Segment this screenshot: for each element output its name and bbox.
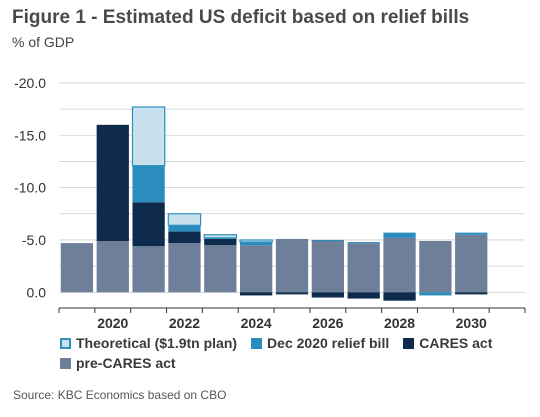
chart-subtitle: % of GDP — [12, 34, 75, 50]
legend-item-cares: CARES act — [403, 335, 492, 351]
bar-precares — [347, 243, 380, 293]
bar-precares — [132, 246, 165, 293]
bar-theoretical — [239, 239, 273, 243]
legend-label-cares: CARES act — [419, 335, 493, 351]
y-tick-label: -10.0 — [14, 180, 46, 196]
bar-precares — [275, 238, 309, 293]
legend-swatch-dec2020 — [251, 337, 263, 349]
x-tick-label: 2024 — [241, 315, 272, 330]
y-tick-label: -20.0 — [14, 75, 46, 91]
legend-label-dec2020: Dec 2020 relief bill — [267, 335, 390, 351]
legend-item-precares: pre-CARES act — [60, 355, 176, 371]
bar-precares — [96, 241, 129, 293]
source-note: Source: KBC Economics based on CBO — [13, 388, 227, 402]
bar-cares — [240, 292, 273, 296]
bar-cares — [311, 292, 344, 298]
bar-dec2020 — [240, 242, 273, 246]
legend-swatch-cares — [403, 337, 415, 349]
x-tick-label: 2028 — [384, 315, 415, 330]
bar-cares — [204, 238, 237, 246]
bar-dec2020 — [168, 225, 201, 232]
bar-dec2020 — [132, 165, 165, 203]
bar-precares — [383, 237, 416, 293]
x-tick-label: 2022 — [169, 315, 200, 330]
chart-title: Figure 1 - Estimated US deficit based on… — [12, 7, 470, 28]
x-tick-label: 2026 — [312, 315, 343, 330]
legend-swatch-theoretical — [60, 337, 71, 349]
bar-cares — [275, 292, 309, 295]
y-tick-label: -5.0 — [22, 232, 46, 248]
bar-precares — [60, 243, 94, 293]
bar-precares — [168, 243, 201, 293]
y-tick-label: -15.0 — [14, 127, 46, 143]
bar-precares — [419, 241, 452, 293]
bar-precares — [204, 245, 237, 293]
bar-cares — [455, 292, 488, 295]
bar-theoretical — [131, 106, 166, 167]
bar-cares — [383, 292, 416, 301]
x-tick-label: 2030 — [456, 315, 487, 330]
bar-precares — [311, 241, 344, 293]
bar-dec2020 — [455, 232, 488, 235]
axes: -20.0 -15.0 -10.0 -5.0 0.0 2020 2022 2024 2026 20… — [14, 75, 526, 330]
legend: Theoretical ($1.9tn plan) Dec 2020 relie… — [60, 333, 530, 373]
bar-dec2020 — [419, 292, 452, 296]
bar-theoretical — [167, 213, 202, 226]
bar-cares — [168, 231, 201, 244]
bar-precares — [240, 245, 273, 293]
legend-swatch-precares — [60, 357, 71, 369]
legend-label-theoretical: Theoretical ($1.9tn plan) — [76, 335, 238, 351]
x-tick-label: 2020 — [97, 315, 128, 330]
bar-cares — [96, 124, 129, 242]
legend-item-dec2020: Dec 2020 relief bill — [251, 335, 389, 351]
bar-chart: -20.0 -15.0 -10.0 -5.0 0.0 2020 2022 2024 2026 20… — [14, 75, 526, 330]
bar-dec2020 — [347, 242, 380, 244]
bar-cares — [347, 292, 380, 299]
bar-precares — [455, 234, 488, 293]
y-tick-label: 0.0 — [27, 284, 47, 300]
legend-item-theoretical: Theoretical ($1.9tn plan) — [60, 335, 237, 351]
legend-label-precares: pre-CARES act — [76, 355, 176, 371]
bar-dec2020 — [311, 239, 344, 242]
bars — [60, 106, 488, 301]
bar-theoretical — [203, 234, 238, 239]
bar-dec2020 — [383, 232, 416, 238]
bar-cares — [132, 202, 165, 247]
